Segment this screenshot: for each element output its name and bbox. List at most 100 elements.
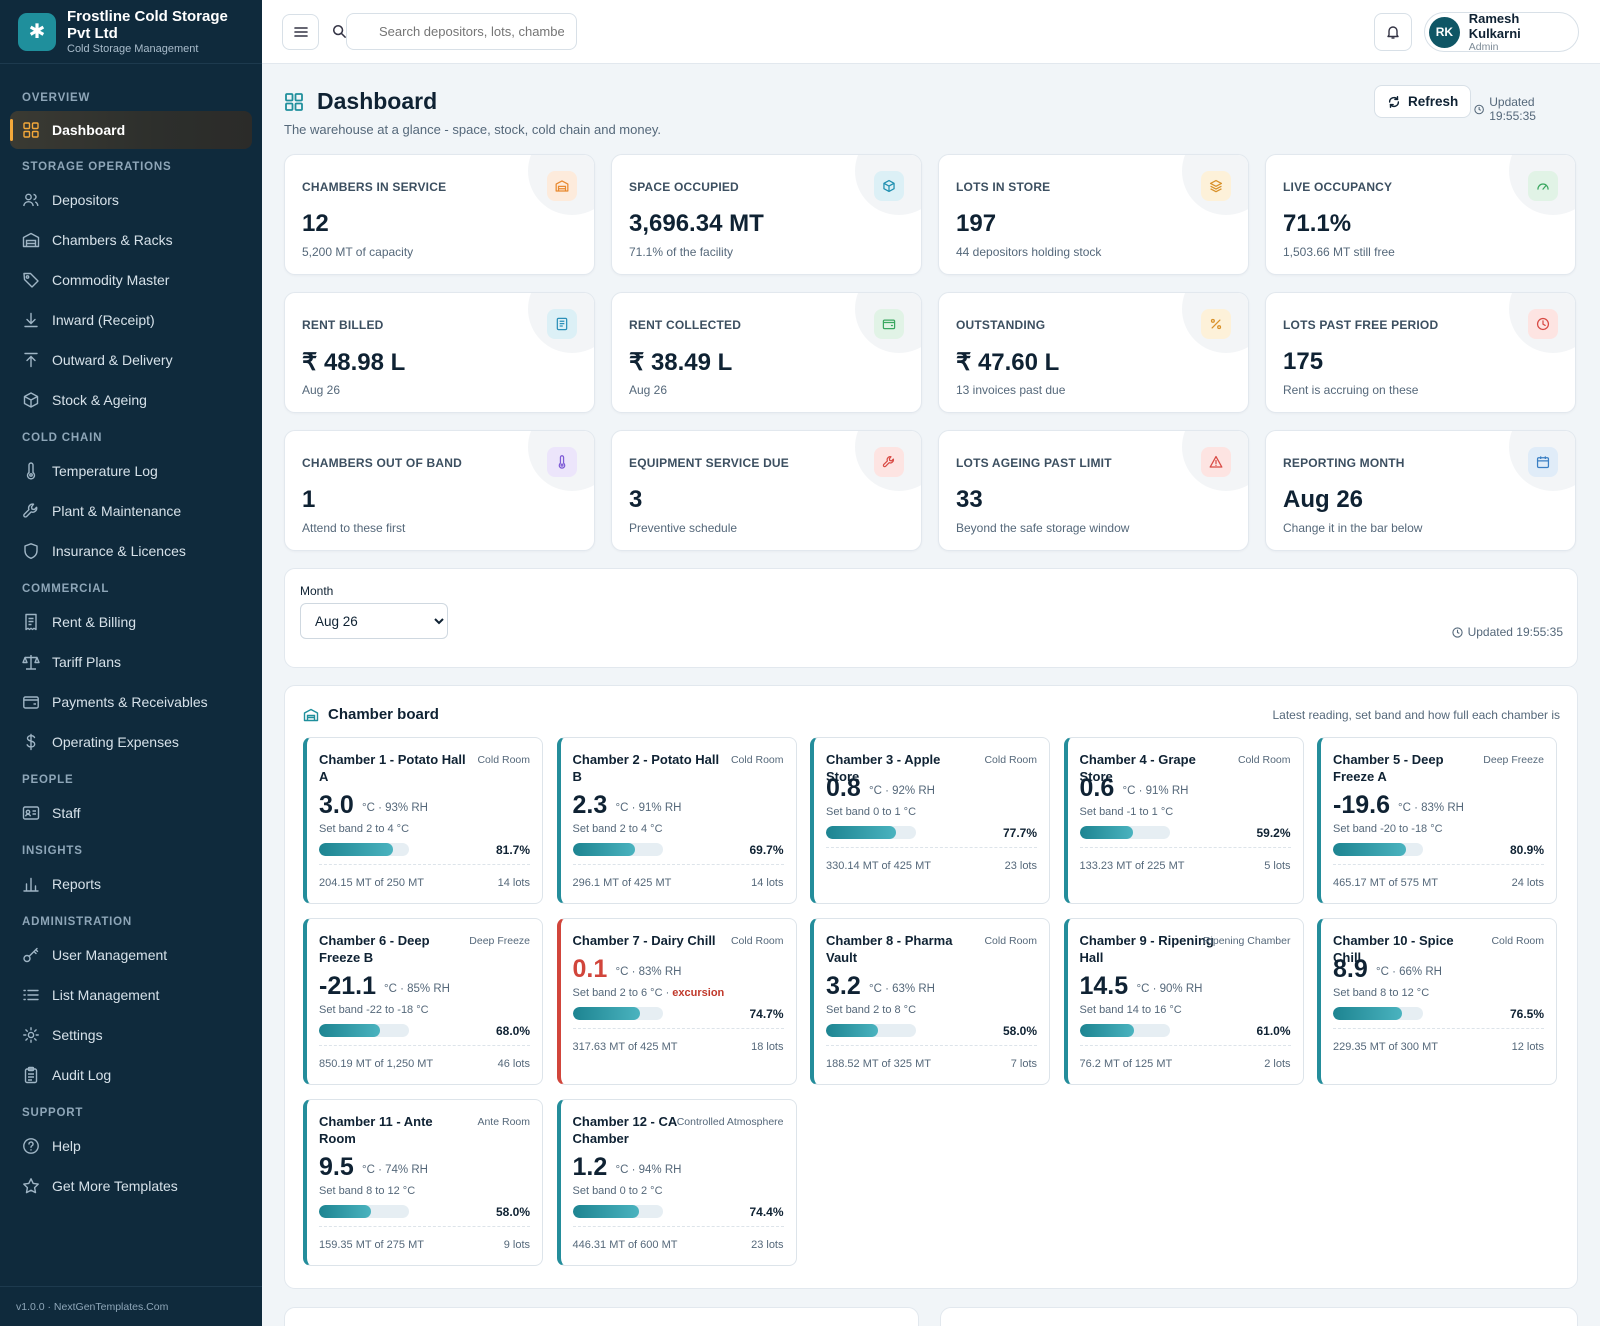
clock-icon — [1474, 104, 1484, 114]
sidebar-item-label: Depositors — [52, 192, 119, 208]
sidebar-item-user-management[interactable]: User Management — [0, 935, 262, 975]
sidebar-item-tariff-plans[interactable]: Tariff Plans — [0, 642, 262, 682]
kpi-icon-badge — [1201, 309, 1231, 339]
chamber-card[interactable]: Chamber 1 - Potato Hall A Cold Room 3.0 °C … — [303, 737, 543, 904]
chamber-card[interactable]: Chamber 6 - Deep Freeze B Deep Freeze -21.… — [303, 918, 543, 1085]
sidebar-item-rent-billing[interactable]: Rent & Billing — [0, 602, 262, 642]
sidebar-item-label: Settings — [52, 1027, 103, 1043]
cube-icon — [23, 392, 39, 408]
chamber-set-band-text: Set band 0 to 1 °C — [826, 806, 917, 818]
chamber-divider — [826, 847, 1037, 848]
occupancy-percent: 76.5% — [1509, 1007, 1544, 1021]
chamber-card[interactable]: Chamber 2 - Potato Hall B Cold Room 2.3 °C … — [556, 737, 797, 904]
sidebar-item-reports[interactable]: Reports — [0, 864, 262, 904]
sidebar-item-commodity-master[interactable]: Commodity Master — [0, 260, 262, 300]
nav-section-cold-chain: COLD CHAIN — [22, 432, 103, 444]
chamber-set-band: Set band -20 to -18 °C — [1333, 823, 1443, 835]
chamber-card[interactable]: Chamber 10 - Spice Chill Cold Room 8.9 °C ·… — [1317, 918, 1557, 1085]
chamber-lots: 46 lots — [497, 1058, 530, 1070]
kpi-note: 13 invoices past due — [956, 383, 1066, 397]
nav-section-overview: OVERVIEW — [22, 92, 91, 104]
chamber-board: Chamber board Latest reading, set band a… — [284, 685, 1578, 1289]
chamber-card[interactable]: Chamber 7 - Dairy Chill Cold Room 0.1 °C · … — [556, 918, 797, 1085]
kpi-card-lots-in-store: LOTS IN STORE 197 44 depositors holding st… — [938, 154, 1249, 275]
chamber-humidity: °C · 85% RH — [384, 983, 450, 995]
sidebar-item-temperature-log[interactable]: Temperature Log — [0, 451, 262, 491]
kpi-label: LOTS PAST FREE PERIOD — [1283, 318, 1439, 332]
kpi-value: 197 — [956, 210, 997, 237]
kpi-note: Aug 26 — [302, 383, 341, 397]
sidebar-item-label: Outward & Delivery — [52, 352, 173, 368]
chamber-name: Chamber 7 - Dairy Chill — [572, 933, 716, 948]
sidebar-item-staff[interactable]: Staff — [0, 793, 262, 833]
sidebar-item-depositors[interactable]: Depositors — [0, 180, 262, 220]
kpi-note: Aug 26 — [629, 383, 668, 397]
user-menu[interactable]: RK Ramesh Kulkarni Admin — [1424, 11, 1579, 53]
kpi-value: 12 — [302, 210, 329, 237]
chamber-name: Chamber 5 - Deep Freeze A — [1333, 752, 1444, 784]
gauge-icon — [1537, 183, 1549, 190]
scale-icon — [22, 655, 40, 670]
sidebar-item-stock-ageing[interactable]: Stock & Ageing — [0, 380, 262, 420]
kpi-icon-badge — [874, 171, 904, 201]
kpi-card-rent-billed: RENT BILLED ₹ 48.98 L Aug 26 — [284, 292, 595, 413]
help-icon — [23, 1138, 39, 1154]
sidebar-item-label: Rent & Billing — [52, 614, 137, 630]
sidebar-item-audit-log[interactable]: Audit Log — [0, 1055, 262, 1095]
chamber-humidity: °C · 91% RH — [615, 802, 682, 814]
chamber-temperature: 0.1 — [572, 955, 608, 983]
chamber-card[interactable]: Chamber 5 - Deep Freeze A Deep Freeze -19.… — [1317, 737, 1557, 904]
notifications-button[interactable] — [1374, 13, 1412, 51]
filter-bar: Month Aug 26 Updated 19:55:35 — [284, 568, 1578, 668]
kpi-note: Rent is accruing on these — [1283, 383, 1419, 397]
sidebar-item-get-more-templates[interactable]: Get More Templates — [0, 1166, 262, 1206]
kpi-value: Aug 26 — [1283, 486, 1364, 513]
chamber-type: Deep Freeze — [1483, 754, 1544, 766]
occupancy-percent: 69.7% — [749, 843, 784, 857]
kpi-icon-badge — [874, 447, 904, 477]
occupancy-bar-fill — [319, 1024, 381, 1037]
kpi-card-lots-ageing-past-limit: LOTS AGEING PAST LIMIT 33 Beyond the safe … — [938, 430, 1249, 551]
sidebar-item-insurance-licences[interactable]: Insurance & Licences — [0, 531, 262, 571]
chamber-set-band-text: Set band 2 to 6 °C · — [572, 987, 670, 999]
chamber-name: Chamber 8 - Pharma Vault — [826, 933, 953, 965]
sidebar-item-label: Temperature Log — [52, 463, 158, 479]
sidebar-item-settings[interactable]: Settings — [0, 1015, 262, 1055]
sidebar-item-chambers-racks[interactable]: Chambers & Racks — [0, 220, 262, 260]
chamber-card[interactable]: Chamber 12 - CA Chamber Controlled Atmosp… — [556, 1099, 797, 1266]
kpi-note: 1,503.66 MT still free — [1283, 245, 1395, 259]
chamber-lots: 9 lots — [503, 1239, 530, 1251]
sidebar-item-operating-expenses[interactable]: Operating Expenses — [0, 722, 262, 762]
sidebar-item-list-management[interactable]: List Management — [0, 975, 262, 1015]
chamber-type: Deep Freeze — [469, 935, 530, 947]
chamber-type: Cold Room — [477, 754, 530, 766]
chamber-set-band-text: Set band 8 to 12 °C — [319, 1185, 416, 1197]
chamber-card[interactable]: Chamber 8 - Pharma Vault Cold Room 3.2 °C ·… — [810, 918, 1050, 1085]
sidebar-item-inward-receipt[interactable]: Inward (Receipt) — [0, 300, 262, 340]
chamber-capacity: 296.1 MT of 425 MT — [572, 877, 672, 889]
sidebar-item-label: Help — [52, 1138, 81, 1154]
sidebar-item-payments-receivables[interactable]: Payments & Receivables — [0, 682, 262, 722]
chamber-type: Controlled Atmosphere — [676, 1116, 784, 1128]
kpi-label: CHAMBERS IN SERVICE — [302, 180, 447, 194]
warehouse-icon — [22, 232, 40, 248]
sidebar-item-plant-maintenance[interactable]: Plant & Maintenance — [0, 491, 262, 531]
month-select[interactable]: Aug 26 — [300, 603, 448, 639]
occupancy-bar-fill — [319, 843, 393, 856]
chamber-card[interactable]: Chamber 4 - Grape Store Cold Room 0.6 °C · … — [1063, 737, 1304, 904]
chamber-card[interactable]: Chamber 3 - Apple Store Cold Room 0.8 °C · … — [810, 737, 1050, 904]
chamber-card[interactable]: Chamber 9 - Ripening Hall Ripening Chambe… — [1063, 918, 1304, 1085]
sidebar-item-outward-delivery[interactable]: Outward & Delivery — [0, 340, 262, 380]
sidebar-item-help[interactable]: Help — [0, 1126, 262, 1166]
page-title: Dashboard — [284, 88, 437, 115]
kpi-label: LIVE OCCUPANCY — [1283, 180, 1393, 194]
search-input[interactable] — [346, 13, 577, 50]
clock-icon — [1451, 626, 1463, 638]
brand-name: Frostline Cold Storage Pvt Ltd — [67, 8, 228, 42]
user-name: Ramesh Kulkarni — [1468, 11, 1521, 41]
menu-toggle-button[interactable] — [282, 14, 319, 50]
chamber-card[interactable]: Chamber 11 - Ante Room Ante Room 9.5 °C · 7… — [303, 1099, 543, 1266]
sidebar-item-dashboard[interactable]: Dashboard — [10, 111, 252, 149]
refresh-button[interactable]: Refresh — [1374, 85, 1472, 118]
chamber-divider — [319, 864, 530, 865]
